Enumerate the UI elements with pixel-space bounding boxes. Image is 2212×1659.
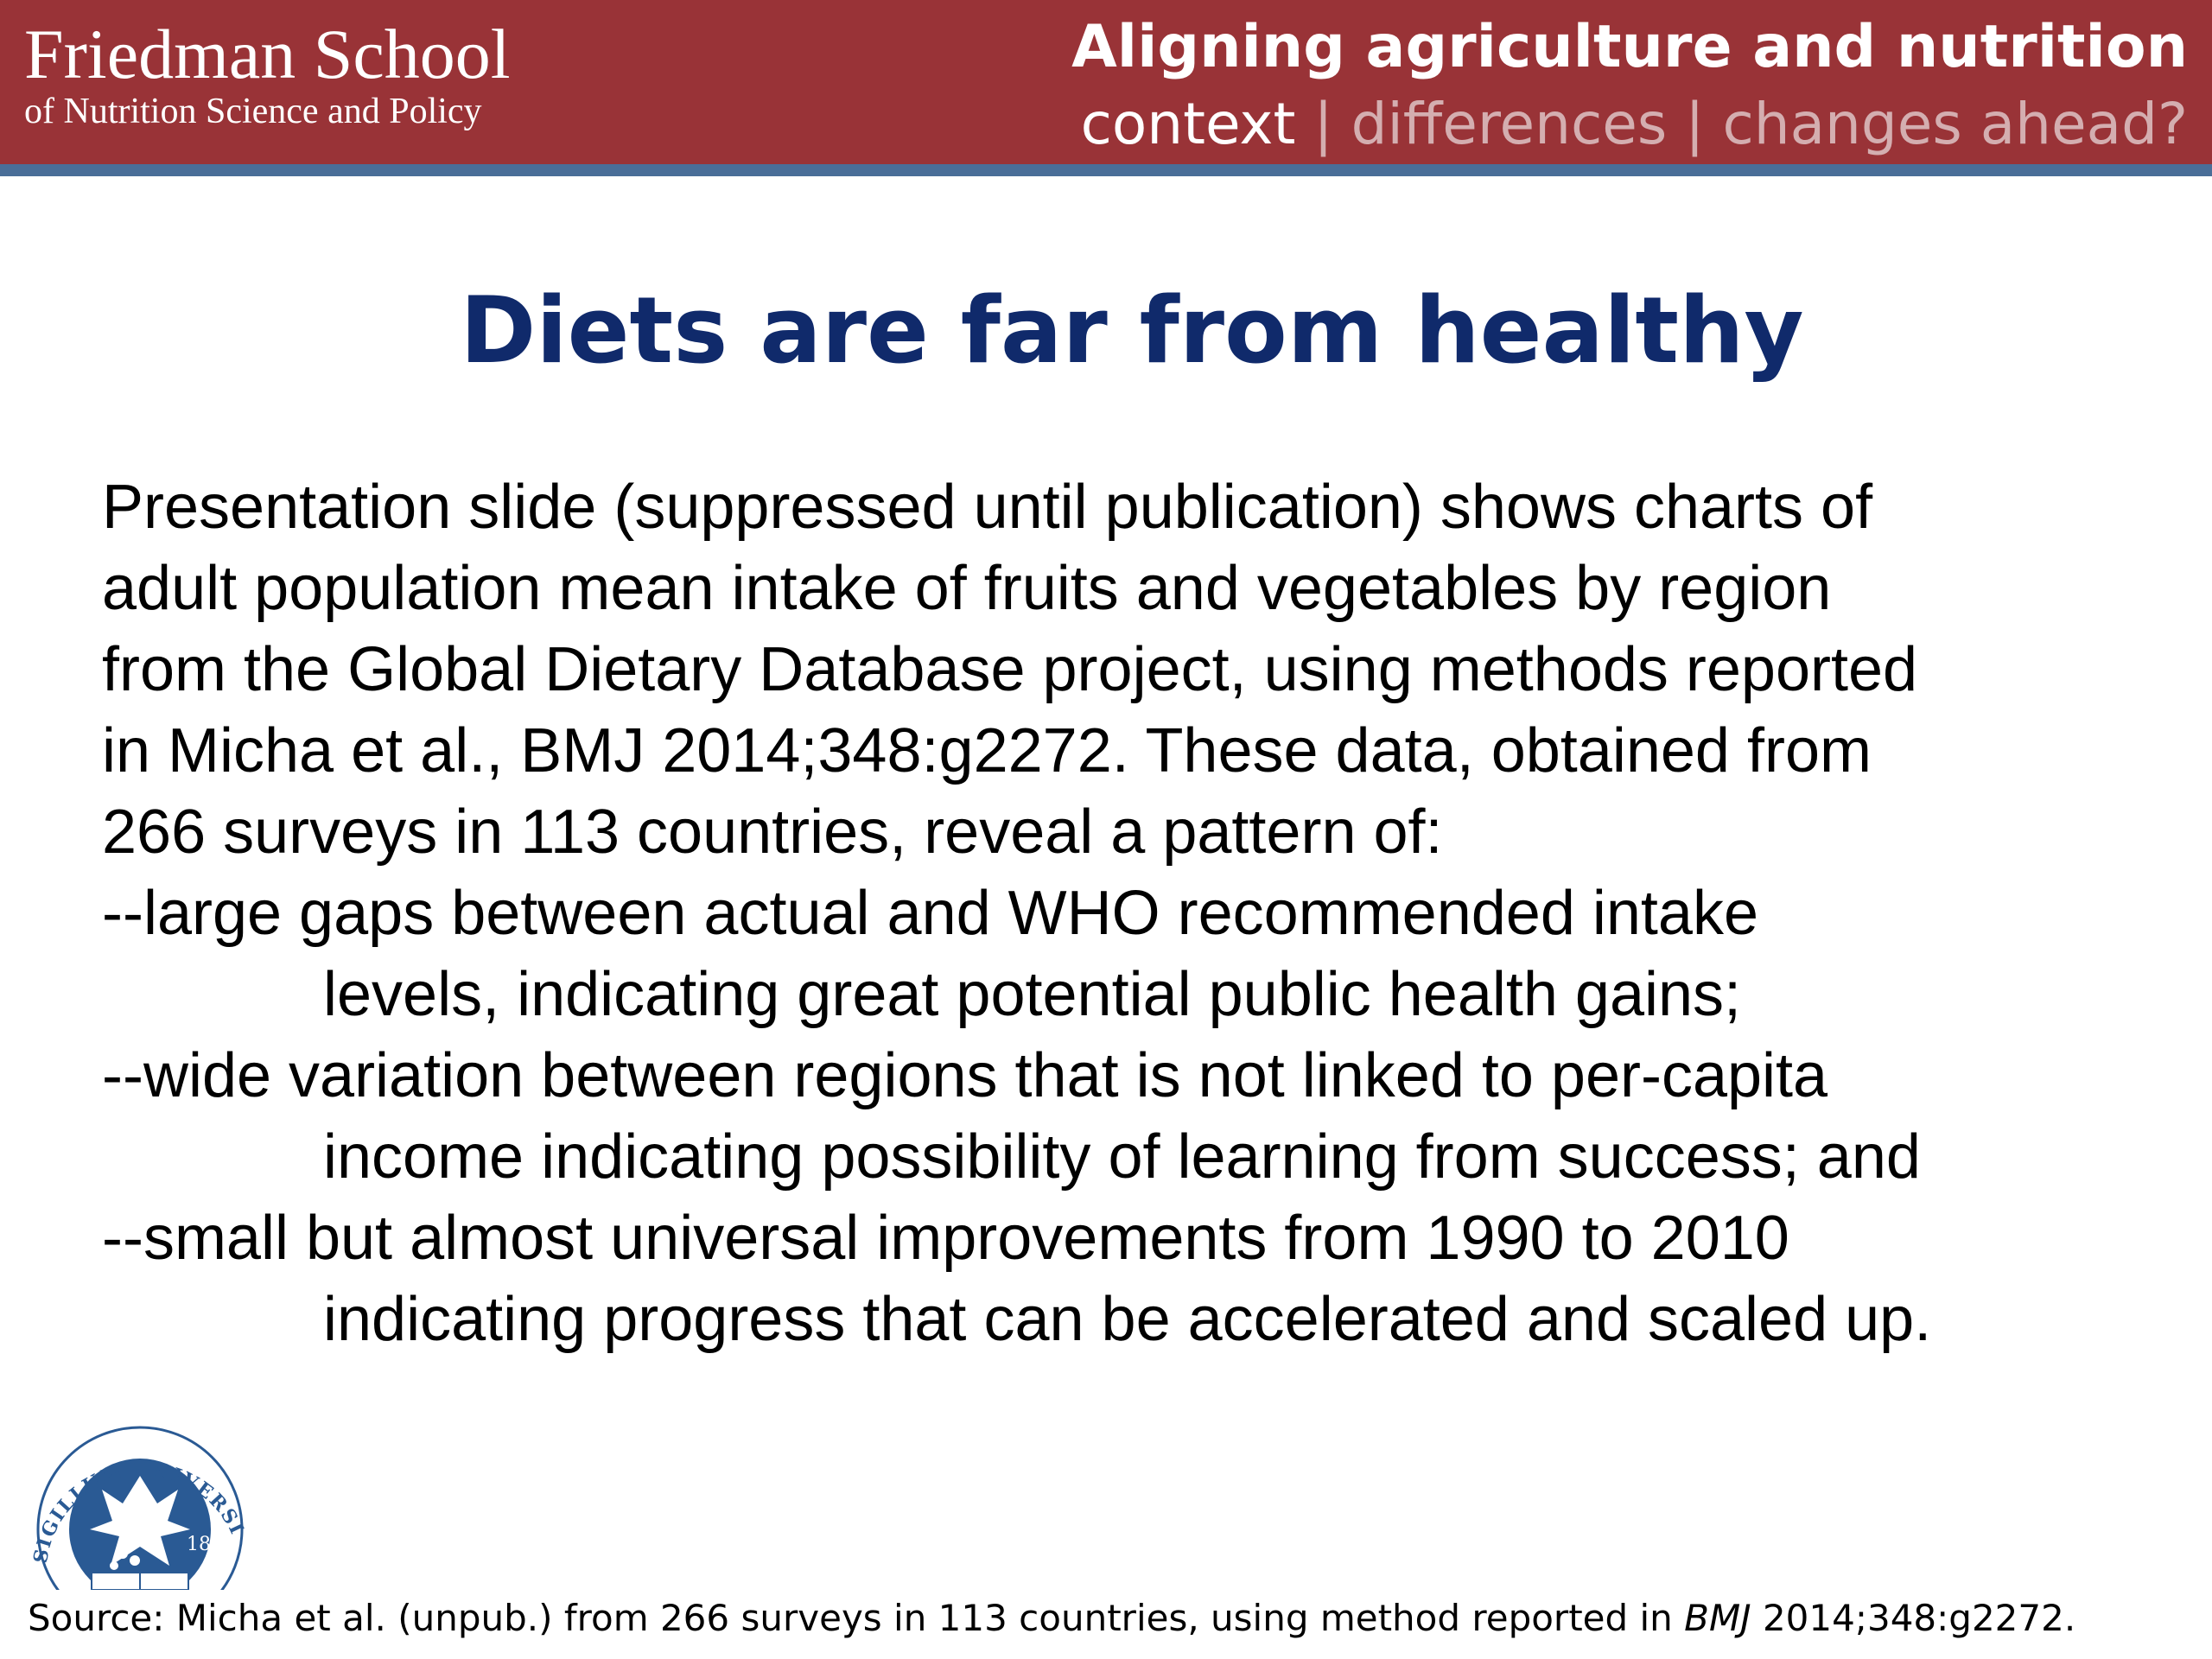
source-suffix: 2014;348:g2272. bbox=[1751, 1597, 2076, 1639]
bullet-continuation: indicating progress that can be accelera… bbox=[323, 1285, 1932, 1354]
body-line: 266 surveys in 113 countries, reveal a p… bbox=[102, 798, 1443, 867]
body-line: Presentation slide (suppressed until pub… bbox=[102, 473, 1873, 542]
nav-separator: | bbox=[1295, 91, 1351, 157]
bullet-line: --large gaps between actual and WHO reco… bbox=[102, 879, 1758, 948]
brand-subtitle: of Nutrition Science and Policy bbox=[24, 92, 482, 131]
body-line: from the Global Dietary Database project… bbox=[102, 635, 1918, 704]
nav-item-differences: differences bbox=[1351, 91, 1668, 157]
talk-title: Aligning agriculture and nutrition bbox=[1071, 13, 2188, 81]
svg-text:1852: 1852 bbox=[187, 1534, 235, 1555]
header-rule bbox=[0, 164, 2212, 176]
bullet-line: --wide variation between regions that is… bbox=[102, 1041, 1828, 1110]
body-line: in Micha et al., BMJ 2014;348:g2272. The… bbox=[102, 716, 1872, 785]
nav-item-changes-ahead: changes ahead? bbox=[1722, 91, 2188, 157]
section-nav: context | differences | changes ahead? bbox=[1080, 91, 2188, 157]
bullet-continuation: levels, indicating great potential publi… bbox=[323, 960, 1742, 1029]
university-seal-icon: SIGILLUM UNIVERSITATIS TUFTENSIS 1852 bbox=[10, 1382, 261, 1633]
slide-title: Diets are far from healthy bbox=[460, 277, 1804, 384]
nav-separator: | bbox=[1667, 91, 1723, 157]
slide-body: Presentation slide (suppressed until pub… bbox=[102, 467, 2193, 1360]
nav-item-context: context bbox=[1080, 91, 1296, 157]
source-prefix: Source: Micha et al. (unpub.) from 266 s… bbox=[28, 1597, 1685, 1639]
bullet-continuation: income indicating possibility of learnin… bbox=[323, 1122, 1921, 1192]
source-citation: Source: Micha et al. (unpub.) from 266 s… bbox=[28, 1600, 2188, 1637]
source-journal: BMJ bbox=[1684, 1597, 1751, 1639]
body-line: adult population mean intake of fruits a… bbox=[102, 554, 1832, 623]
brand-name: Friedman School bbox=[24, 15, 511, 93]
bullet-line: --small but almost universal improvement… bbox=[102, 1204, 1789, 1273]
header-banner: Friedman School of Nutrition Science and… bbox=[0, 0, 2212, 164]
